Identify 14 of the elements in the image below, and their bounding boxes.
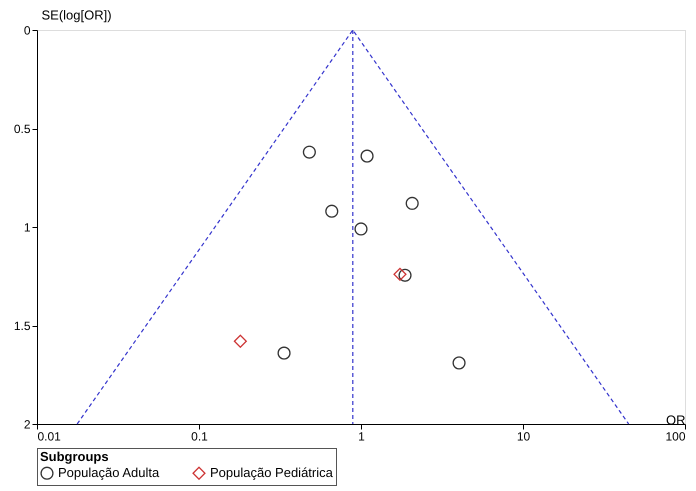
x-tick-label: 100	[665, 430, 686, 444]
x-tick-label: 0.1	[191, 430, 208, 444]
legend-title: Subgroups	[40, 449, 109, 464]
y-tick-label: 0.5	[14, 122, 31, 136]
y-tick-label: 2	[24, 418, 31, 432]
y-tick-label: 1.5	[14, 319, 31, 333]
x-tick-label: 10	[516, 430, 530, 444]
legend-label: População Adulta	[58, 465, 160, 480]
x-tick-label: 0.01	[38, 430, 62, 444]
x-tick-label: 1	[358, 430, 366, 444]
y-tick-label: 0	[24, 24, 31, 38]
legend-label: População Pediátrica	[210, 465, 334, 480]
y-tick-label: 1	[24, 220, 31, 234]
y-axis-title: SE(log[OR])	[42, 8, 112, 22]
